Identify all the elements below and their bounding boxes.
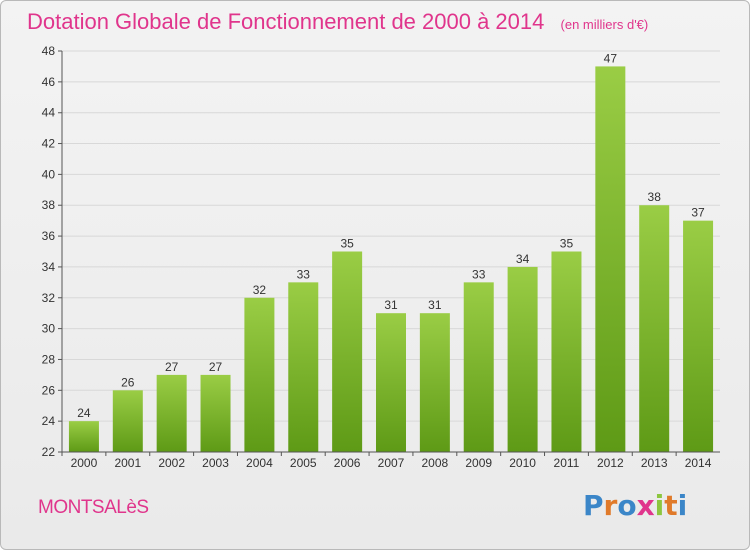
bar	[507, 266, 538, 452]
x-tick-label: 2007	[378, 456, 405, 470]
data-label: 47	[604, 51, 618, 65]
bar	[683, 220, 714, 452]
bars	[68, 66, 714, 452]
y-tick-label: 42	[42, 137, 56, 151]
proxiti-logo: Proxiti	[583, 489, 687, 522]
x-tick-label: 2005	[290, 456, 317, 470]
y-tick-label: 30	[42, 322, 56, 336]
x-tick-label: 2010	[509, 456, 536, 470]
bar	[551, 251, 582, 452]
x-tick-label: 2011	[554, 456, 580, 470]
data-label: 34	[516, 252, 530, 266]
bar	[112, 390, 143, 452]
logo-letter: r	[603, 489, 618, 522]
data-label: 35	[560, 237, 574, 251]
x-tick-label: 2000	[71, 456, 98, 470]
chart-title-text: Dotation Globale de Fonctionnement de 20…	[27, 9, 545, 34]
data-label: 32	[253, 283, 267, 297]
bar	[156, 374, 187, 452]
data-label: 27	[209, 360, 223, 374]
data-label: 35	[340, 237, 354, 251]
chart-title: Dotation Globale de Fonctionnement de 20…	[27, 9, 648, 35]
x-tick-label: 2009	[465, 456, 492, 470]
data-label: 37	[691, 206, 705, 220]
logo-letter: x	[636, 489, 655, 522]
bar	[332, 251, 363, 452]
x-tick-label: 2014	[685, 456, 712, 470]
data-label: 31	[428, 298, 442, 312]
x-tick-label: 2004	[246, 456, 273, 470]
bar	[244, 297, 275, 452]
y-tick-label: 22	[42, 445, 56, 459]
data-label: 31	[384, 298, 398, 312]
x-tick-label: 2003	[202, 456, 229, 470]
data-label: 26	[121, 375, 135, 389]
y-tick-label: 36	[42, 229, 56, 243]
data-label: 33	[297, 267, 311, 281]
axes	[58, 50, 720, 456]
logo-letter: i	[654, 489, 665, 522]
logo-letter: t	[664, 489, 678, 522]
y-tick-label: 26	[42, 383, 56, 397]
x-tick-label: 2008	[422, 456, 449, 470]
bar	[376, 313, 406, 452]
logo-letter: o	[617, 489, 637, 522]
bar	[419, 313, 450, 452]
town-name: MONTSALèS	[38, 497, 149, 518]
bar	[595, 66, 626, 452]
data-label: 27	[165, 360, 179, 374]
y-tick-label: 48	[42, 44, 56, 58]
logo-letter: i	[677, 489, 688, 522]
chart-subtitle: (en milliers d'€)	[560, 17, 649, 32]
x-tick-label: 2013	[641, 456, 668, 470]
bar	[288, 282, 319, 452]
labels: 22 24 26 28 30 32 34 36 38 40 42 44 46 48 24 2000 26 2001…	[42, 44, 712, 470]
y-tick-label: 24	[42, 414, 56, 428]
data-label: 33	[472, 267, 486, 281]
data-label: 38	[648, 190, 662, 204]
x-tick-label: 2006	[334, 456, 361, 470]
y-tick-label: 46	[42, 75, 56, 89]
bar	[639, 205, 670, 452]
data-label: 24	[77, 406, 91, 420]
y-tick-label: 32	[42, 291, 56, 305]
bar	[200, 374, 231, 452]
y-tick-label: 38	[42, 198, 56, 212]
y-tick-label: 40	[42, 167, 56, 181]
bar	[463, 282, 494, 452]
x-tick-label: 2001	[114, 456, 141, 470]
y-tick-label: 28	[42, 352, 56, 366]
x-tick-label: 2002	[158, 456, 185, 470]
y-tick-label: 44	[42, 106, 56, 120]
y-tick-label: 34	[42, 260, 56, 274]
logo-letter: P	[583, 489, 604, 522]
x-tick-label: 2012	[597, 456, 624, 470]
bar	[68, 421, 99, 452]
